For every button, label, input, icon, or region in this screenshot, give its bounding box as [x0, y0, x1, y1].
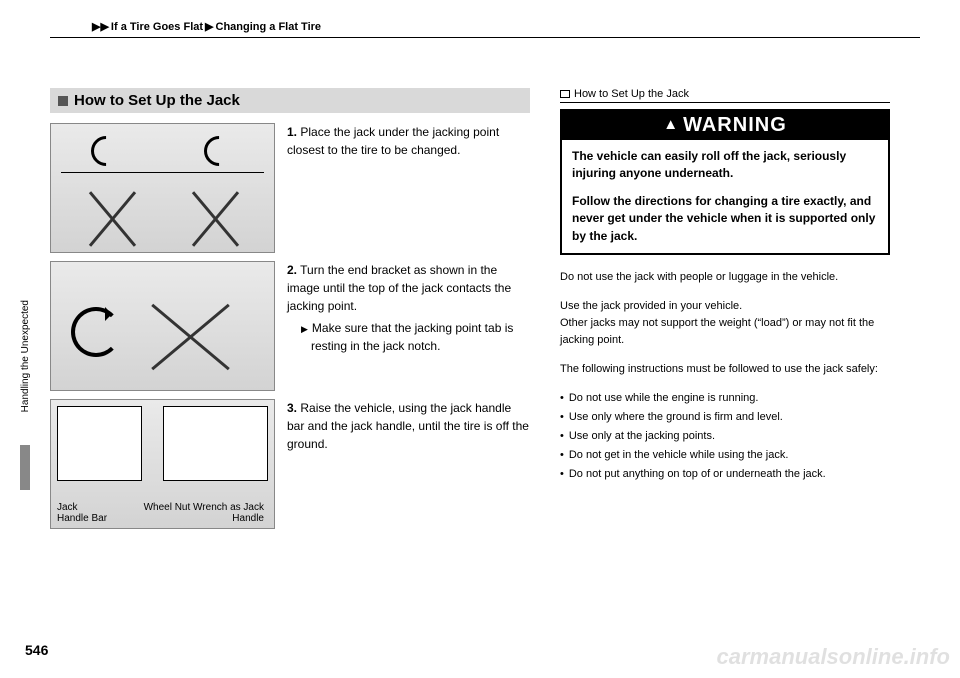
- side-tab-label: Handling the Unexpected: [20, 300, 31, 412]
- step-3-num: 3.: [287, 401, 297, 415]
- warning-body: The vehicle can easily roll off the jack…: [562, 140, 888, 253]
- square-icon: [58, 96, 68, 106]
- sidebar-header: How to Set Up the Jack: [560, 88, 890, 103]
- step-2-sub: Make sure that the jacking point tab is …: [301, 319, 530, 355]
- note-1: Do not use the jack with people or lugga…: [560, 269, 890, 286]
- warning-icon: ▲: [663, 116, 679, 133]
- bullet-3: Use only at the jacking points.: [560, 428, 890, 445]
- breadcrumb-a: If a Tire Goes Flat: [111, 21, 203, 33]
- notes-block: Do not use the jack with people or lugga…: [560, 269, 890, 483]
- notes-list: Do not use while the engine is running. …: [560, 390, 890, 483]
- breadcrumb: ▶▶If a Tire Goes Flat▶Changing a Flat Ti…: [50, 20, 920, 38]
- step-2-body: Turn the end bracket as shown in the ima…: [287, 263, 511, 313]
- bullet-5: Do not put anything on top of or underne…: [560, 466, 890, 483]
- warning-p2: Follow the directions for changing a tir…: [572, 193, 878, 245]
- label-wheel-nut-wrench: Wheel Nut Wrench as Jack Handle: [134, 502, 264, 524]
- warning-title: ▲WARNING: [562, 111, 888, 140]
- label-jack-handle-bar: Jack Handle Bar: [57, 502, 112, 524]
- warning-box: ▲WARNING The vehicle can easily roll off…: [560, 109, 890, 255]
- step-3-body: Raise the vehicle, using the jack handle…: [287, 401, 529, 451]
- bullet-1: Do not use while the engine is running.: [560, 390, 890, 407]
- note-3-intro: The following instructions must be follo…: [560, 361, 890, 378]
- bullet-4: Do not get in the vehicle while using th…: [560, 447, 890, 464]
- step-2-num: 2.: [287, 263, 297, 277]
- sidebar-header-text: How to Set Up the Jack: [574, 88, 689, 100]
- note-2: Use the jack provided in your vehicle. O…: [560, 298, 890, 349]
- warning-p1: The vehicle can easily roll off the jack…: [572, 148, 878, 183]
- step-1-text: 1. Place the jack under the jacking poin…: [287, 123, 530, 159]
- warning-title-text: WARNING: [683, 114, 787, 136]
- page-number: 546: [25, 642, 48, 658]
- breadcrumb-b: Changing a Flat Tire: [216, 21, 322, 33]
- step-1-num: 1.: [287, 125, 297, 139]
- book-icon: [560, 90, 570, 98]
- step-3-text: 3. Raise the vehicle, using the jack han…: [287, 399, 530, 453]
- step-2-text: 2. Turn the end bracket as shown in the …: [287, 261, 530, 355]
- diagram-step-2: [50, 261, 275, 391]
- diagram-step-3: Jack Handle Bar Wheel Nut Wrench as Jack…: [50, 399, 275, 529]
- side-tab-marker: [20, 445, 30, 490]
- watermark: carmanualsonline.info: [717, 644, 951, 670]
- section-title-text: How to Set Up the Jack: [74, 92, 240, 109]
- step-1-body: Place the jack under the jacking point c…: [287, 125, 499, 157]
- section-title: How to Set Up the Jack: [50, 88, 530, 113]
- bullet-2: Use only where the ground is firm and le…: [560, 409, 890, 426]
- diagram-step-1: [50, 123, 275, 253]
